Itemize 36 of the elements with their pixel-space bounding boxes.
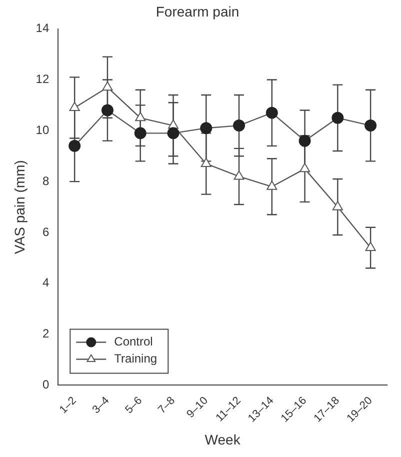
- y-axis-title: VAS pain (mm): [11, 160, 28, 254]
- point: [365, 242, 376, 252]
- y-tick-label: 4: [42, 276, 50, 290]
- point: [266, 106, 278, 119]
- y-tick-label: 8: [42, 174, 50, 188]
- point: [68, 140, 81, 152]
- point: [102, 81, 113, 91]
- y-tick-label: 14: [36, 21, 50, 36]
- y-tick-label: 6: [42, 224, 50, 239]
- point: [200, 158, 212, 167]
- x-axis-title: Week: [204, 431, 242, 448]
- legend-label: Control: [114, 334, 153, 349]
- y-tick-label: 2: [42, 326, 50, 341]
- x-tick-label: 7–8: [156, 394, 178, 416]
- y-tick-label: 0: [42, 378, 50, 392]
- point: [234, 170, 244, 180]
- y-tick-label: 10: [36, 122, 50, 137]
- chart-title: Forearm pain: [156, 3, 240, 20]
- legend-label: Training: [114, 352, 158, 366]
- point: [298, 134, 311, 147]
- x-tick-label: 3–4: [90, 394, 112, 416]
- point: [300, 162, 310, 172]
- point: [134, 127, 146, 140]
- point: [233, 120, 246, 132]
- x-tick-label: 5–6: [123, 394, 145, 416]
- x-tick-label: 1–2: [57, 394, 79, 416]
- point: [135, 112, 146, 122]
- y-tick-label: 12: [36, 72, 50, 86]
- point: [364, 120, 377, 132]
- point: [332, 201, 343, 210]
- point: [69, 102, 80, 111]
- point: [167, 127, 180, 140]
- point: [332, 112, 344, 124]
- point: [266, 180, 278, 190]
- point: [200, 122, 212, 134]
- point: [101, 104, 114, 116]
